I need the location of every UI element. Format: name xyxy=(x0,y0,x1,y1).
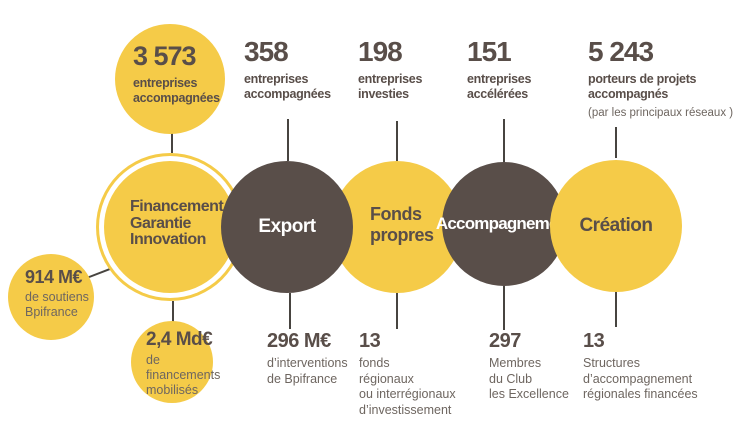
connector-line-top-1 xyxy=(171,132,173,153)
stat-value: 2,4 Md€ xyxy=(146,329,213,350)
stat-label-line: d’interventions xyxy=(267,356,348,370)
stat-label-line: financements xyxy=(146,367,221,382)
stat-value: 13 xyxy=(583,330,605,352)
circle-label: Accompagnement xyxy=(435,214,573,233)
connector-line-top-5 xyxy=(615,127,617,158)
circle-creation: Création xyxy=(550,160,682,292)
stat-label-line: de xyxy=(146,352,160,367)
stat-label-line: d’investissement xyxy=(359,402,452,417)
circle-label: Export xyxy=(258,216,316,237)
connector-line-top-4 xyxy=(503,119,505,162)
stat-label-line: investies xyxy=(358,87,409,101)
stat-value: 297 xyxy=(489,330,521,352)
stat-label-line: mobilisés xyxy=(146,382,199,397)
stat-value: 198 xyxy=(358,36,403,67)
stat-label-line: Structures xyxy=(583,356,640,370)
connector-line-top-3 xyxy=(396,121,398,161)
connector-line-bottom-3 xyxy=(396,293,398,329)
stat-value: 5 243 xyxy=(588,36,654,67)
stat-label-line: entreprises xyxy=(133,76,198,90)
stat-label-line: entreprises xyxy=(358,72,423,86)
circle-label-line: Garantie xyxy=(130,214,191,232)
stat-label-line: entreprises xyxy=(467,72,532,86)
stat-label-line: accompagnées xyxy=(133,91,220,105)
stat-label-line: de soutiens xyxy=(25,289,89,304)
top-stat-creation: 5 243 porteurs de projets accompagnés (p… xyxy=(588,36,734,120)
circle-label-line: propres xyxy=(370,225,434,245)
stat-label-line: accompagnées xyxy=(244,87,331,101)
circle-fonds-propres: Fonds propres xyxy=(331,161,463,293)
stat-value: 914 M€ xyxy=(25,267,83,287)
bottom-stat-fonds: 13 fonds régionaux ou interrégionaux d’i… xyxy=(359,331,456,418)
stat-label-line: d’accompagnement xyxy=(583,371,693,386)
stat-label-line: fonds xyxy=(359,356,390,370)
stat-value: 151 xyxy=(467,36,512,67)
stat-label-line: accélérées xyxy=(467,87,528,101)
connector-line-bottom-1 xyxy=(172,301,174,322)
circle-accompagnement: Accompagnement xyxy=(436,162,573,286)
connector-line-bottom-2 xyxy=(289,293,291,329)
stat-label-line: les Excellence xyxy=(489,387,569,401)
side-stat-bubble-financements: 2,4 Md€ de financements mobilisés xyxy=(131,321,220,403)
stat-label-line: Membres xyxy=(489,356,542,370)
stat-label-line: entreprises xyxy=(244,72,309,86)
top-stat-accompagnement: 151 entreprises accélérées xyxy=(467,38,531,102)
top-stat-export: 358 entreprises accompagnées xyxy=(244,38,331,102)
stat-label-line: accompagnés xyxy=(588,87,669,101)
top-stat-bubble-financement: 3 573 entreprises accompagnées xyxy=(115,24,225,134)
stat-value: 358 xyxy=(244,36,289,67)
stat-label-line: Bpifrance xyxy=(25,304,78,319)
circle-financement-garantie-innovation: Financement Garantie Innovation xyxy=(104,161,236,293)
stat-label-line: régionaux xyxy=(359,371,414,386)
circle-label-line: Innovation xyxy=(130,231,206,248)
stat-label-line: porteurs de projets xyxy=(588,72,697,86)
bottom-stat-structures: 13 Structures d’accompagnement régionale… xyxy=(583,331,698,403)
bottom-stat-club-excellence: 297 Membres du Club les Excellence xyxy=(489,331,569,403)
stat-label-line: régionales financées xyxy=(583,387,698,401)
stat-value: 13 xyxy=(359,330,381,352)
circle-export: Export xyxy=(221,161,353,293)
connector-line-top-2 xyxy=(287,119,289,161)
stat-label-line: du Club xyxy=(489,371,533,386)
stat-value: 3 573 xyxy=(133,41,197,71)
stat-label-line: de Bpifrance xyxy=(267,371,338,386)
side-stat-bubble-soutiens: 914 M€ de soutiens Bpifrance xyxy=(8,254,94,340)
stat-value: 296 M€ xyxy=(267,330,331,352)
stat-label-line: ou interrégionaux xyxy=(359,387,456,401)
circle-label-line: Financement xyxy=(130,198,224,215)
connector-line-bottom-5 xyxy=(615,292,617,327)
top-stat-fonds-propres: 198 entreprises investies xyxy=(358,38,422,102)
connector-line-bottom-4 xyxy=(503,286,505,330)
stat-note: (par les principaux réseaux ) xyxy=(588,107,734,119)
bottom-stat-export: 296 M€ d’interventions de Bpifrance xyxy=(267,331,348,387)
circle-label: Création xyxy=(579,215,653,236)
circle-label-line: Fonds xyxy=(370,204,422,224)
